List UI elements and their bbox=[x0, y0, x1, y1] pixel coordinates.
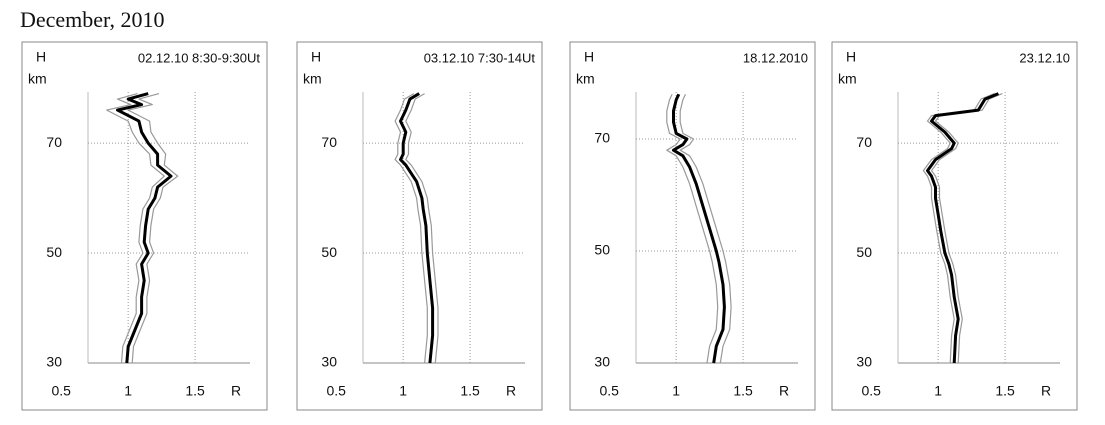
profile-line bbox=[106, 93, 165, 364]
y-axis-units: km bbox=[28, 71, 47, 87]
profile-line bbox=[394, 93, 428, 364]
figure-title: December, 2010 bbox=[20, 7, 165, 32]
panel-title: 23.12.10 bbox=[1019, 50, 1070, 65]
x-tick-label: 1.5 bbox=[185, 383, 205, 399]
x-tick-label: 0.5 bbox=[599, 383, 619, 399]
panel-frame bbox=[569, 41, 816, 411]
panel-frame bbox=[296, 41, 543, 411]
x-tick-label: 1 bbox=[124, 383, 132, 399]
x-axis-label: R bbox=[779, 383, 789, 399]
profile-line bbox=[405, 93, 439, 364]
panel-title: 03.12.10 7:30-14Ut bbox=[424, 50, 536, 65]
profile-line bbox=[127, 93, 179, 364]
panel-frame bbox=[21, 41, 268, 411]
y-axis-label: H bbox=[846, 49, 856, 65]
y-tick-label: 30 bbox=[856, 354, 872, 370]
x-axis-label: R bbox=[1041, 383, 1051, 399]
x-tick-label: 1 bbox=[934, 383, 942, 399]
profile-line bbox=[672, 93, 726, 364]
y-tick-label: 50 bbox=[46, 244, 62, 260]
profile-line bbox=[930, 93, 1003, 364]
profile-line bbox=[926, 92, 999, 364]
y-axis-units: km bbox=[576, 71, 595, 87]
panel-frame bbox=[831, 41, 1078, 411]
panel-title: 18.12.2010 bbox=[743, 50, 808, 65]
x-tick-label: 1.5 bbox=[995, 383, 1015, 399]
x-tick-label: 1 bbox=[672, 383, 680, 399]
y-axis-label: H bbox=[311, 49, 321, 65]
x-tick-label: 1.5 bbox=[733, 383, 753, 399]
x-tick-label: 1 bbox=[399, 383, 407, 399]
x-tick-label: 1.5 bbox=[460, 383, 480, 399]
y-tick-label: 30 bbox=[46, 354, 62, 370]
x-tick-label: 0.5 bbox=[861, 383, 881, 399]
profile-line bbox=[922, 93, 995, 364]
profile-line bbox=[679, 93, 732, 364]
x-axis-label: R bbox=[231, 383, 241, 399]
y-tick-label: 70 bbox=[46, 134, 62, 150]
y-axis-label: H bbox=[36, 49, 46, 65]
y-axis-units: km bbox=[303, 71, 322, 87]
y-tick-label: 30 bbox=[594, 354, 610, 370]
x-tick-label: 0.5 bbox=[51, 383, 71, 399]
profile-line bbox=[399, 92, 435, 364]
y-tick-label: 70 bbox=[594, 130, 610, 146]
y-axis-label: H bbox=[584, 49, 594, 65]
x-axis-label: R bbox=[506, 383, 516, 399]
profile-line bbox=[116, 92, 173, 364]
y-tick-label: 50 bbox=[856, 244, 872, 260]
panel-title: 02.12.10 8:30-9:30Ut bbox=[138, 50, 261, 65]
profile-line bbox=[666, 93, 719, 364]
y-axis-units: km bbox=[838, 71, 857, 87]
y-tick-label: 50 bbox=[594, 242, 610, 258]
y-tick-label: 50 bbox=[321, 244, 337, 260]
y-tick-label: 30 bbox=[321, 354, 337, 370]
y-tick-label: 70 bbox=[321, 134, 337, 150]
x-tick-label: 0.5 bbox=[326, 383, 346, 399]
y-tick-label: 70 bbox=[856, 134, 872, 150]
